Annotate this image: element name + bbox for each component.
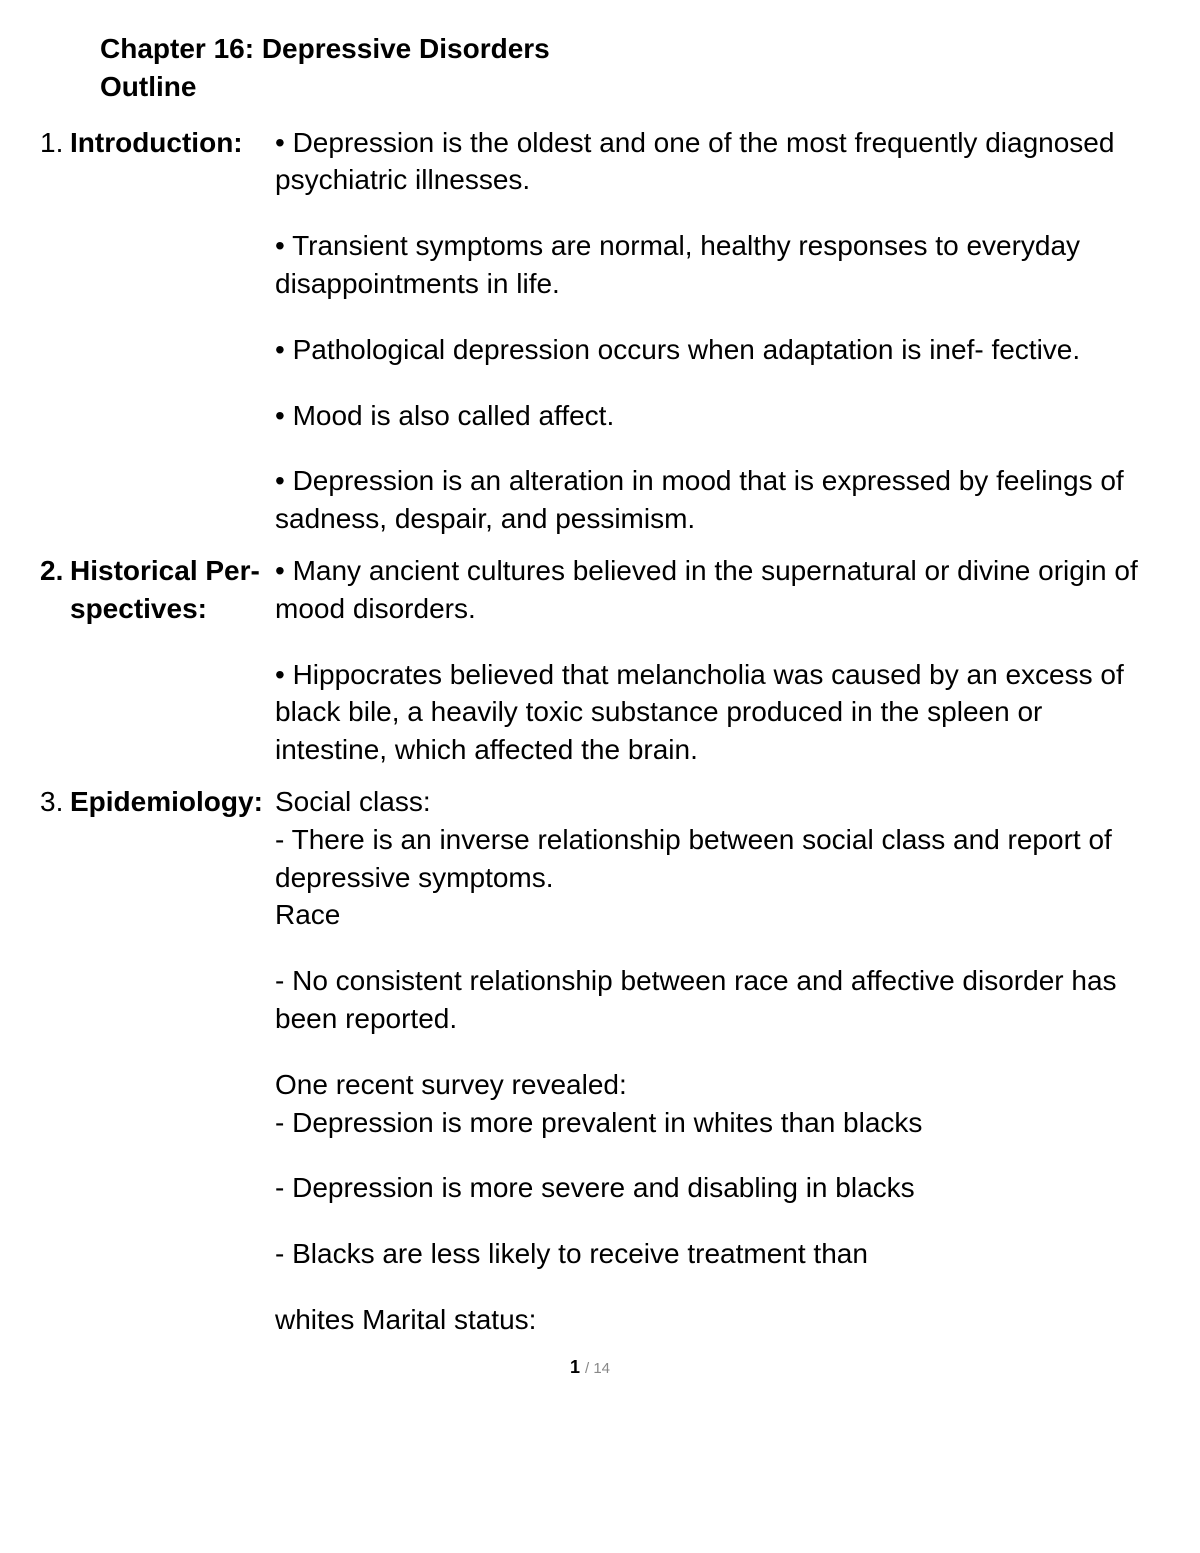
section-content: Social class:- There is an inverse relat… xyxy=(275,783,1140,1349)
section-number: 3. xyxy=(40,783,70,1349)
paragraph: whites Marital status: xyxy=(275,1301,1140,1339)
paragraph: • Hippocrates believed that melancholia … xyxy=(275,656,1140,769)
section-number: 2. xyxy=(40,552,70,779)
paragraph: • Transient symptoms are normal, healthy… xyxy=(275,227,1140,303)
document-header: Chapter 16: Depressive Disorders Outline xyxy=(100,30,1140,106)
paragraph: - Depression is more severe and disablin… xyxy=(275,1169,1140,1207)
page-footer: 1 / 14 xyxy=(40,1357,1140,1378)
paragraph: • Mood is also called affect. xyxy=(275,397,1140,435)
paragraph: • Many ancient cultures believed in the … xyxy=(275,552,1140,628)
paragraph: - Blacks are less likely to receive trea… xyxy=(275,1235,1140,1273)
outline-section: 3.Epidemiology:Social class:- There is a… xyxy=(40,783,1140,1349)
paragraph: Social class:- There is an inverse relat… xyxy=(275,783,1140,934)
chapter-title: Chapter 16: Depressive Disorders xyxy=(100,30,1140,68)
chapter-subtitle: Outline xyxy=(100,68,1140,106)
section-label: Epidemiology: xyxy=(70,783,275,1349)
paragraph: One recent survey revealed:- Depression … xyxy=(275,1066,1140,1142)
paragraph: • Depression is an alteration in mood th… xyxy=(275,462,1140,538)
paragraph: - No consistent relationship between rac… xyxy=(275,962,1140,1038)
section-content: • Many ancient cultures believed in the … xyxy=(275,552,1140,779)
outline-body: 1.Introduction:• Depression is the oldes… xyxy=(40,124,1140,1349)
paragraph: • Depression is the oldest and one of th… xyxy=(275,124,1140,200)
paragraph: • Pathological depression occurs when ad… xyxy=(275,331,1140,369)
page-current: 1 xyxy=(570,1357,580,1377)
section-label: Introduction: xyxy=(70,124,275,548)
outline-section: 1.Introduction:• Depression is the oldes… xyxy=(40,124,1140,548)
section-label: Historical Per- spectives: xyxy=(70,552,275,779)
section-number: 1. xyxy=(40,124,70,548)
section-content: • Depression is the oldest and one of th… xyxy=(275,124,1140,548)
outline-section: 2.Historical Per- spectives:• Many ancie… xyxy=(40,552,1140,779)
page-total: / 14 xyxy=(585,1360,610,1377)
